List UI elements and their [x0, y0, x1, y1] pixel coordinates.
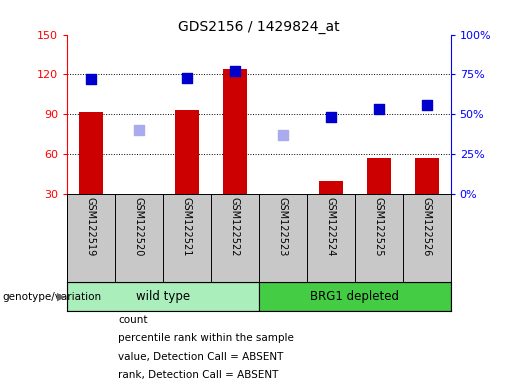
Text: rank, Detection Call = ABSENT: rank, Detection Call = ABSENT	[118, 370, 279, 380]
Bar	[79, 112, 103, 194]
Bar	[367, 158, 391, 194]
Point	[231, 68, 239, 74]
Bar	[223, 69, 247, 194]
Text: count: count	[118, 315, 148, 325]
Text: GSM122522: GSM122522	[230, 197, 240, 256]
Text: genotype/variation: genotype/variation	[3, 291, 101, 302]
Bar	[127, 194, 151, 197]
Text: GSM122523: GSM122523	[278, 197, 288, 256]
Bar	[319, 180, 342, 194]
Text: GSM122520: GSM122520	[134, 197, 144, 256]
Text: GSM122524: GSM122524	[325, 197, 336, 256]
Point	[135, 127, 143, 133]
Text: GSM122526: GSM122526	[422, 197, 432, 256]
Point	[87, 76, 95, 82]
Text: BRG1 depleted: BRG1 depleted	[310, 290, 399, 303]
Point	[279, 132, 287, 138]
Bar	[259, 282, 451, 311]
Bar	[271, 194, 295, 197]
Text: GSM122519: GSM122519	[86, 197, 96, 256]
Text: GSM122525: GSM122525	[374, 197, 384, 256]
Text: wild type: wild type	[136, 290, 190, 303]
Text: ▶: ▶	[57, 291, 65, 302]
Point	[327, 114, 335, 121]
Point	[374, 106, 383, 113]
Point	[422, 102, 431, 108]
Text: value, Detection Call = ABSENT: value, Detection Call = ABSENT	[118, 352, 284, 362]
Point	[183, 74, 191, 81]
Bar	[67, 282, 259, 311]
Bar	[415, 158, 439, 194]
Bar	[175, 110, 199, 194]
Title: GDS2156 / 1429824_at: GDS2156 / 1429824_at	[178, 20, 339, 33]
Text: percentile rank within the sample: percentile rank within the sample	[118, 333, 295, 343]
Text: GSM122521: GSM122521	[182, 197, 192, 256]
